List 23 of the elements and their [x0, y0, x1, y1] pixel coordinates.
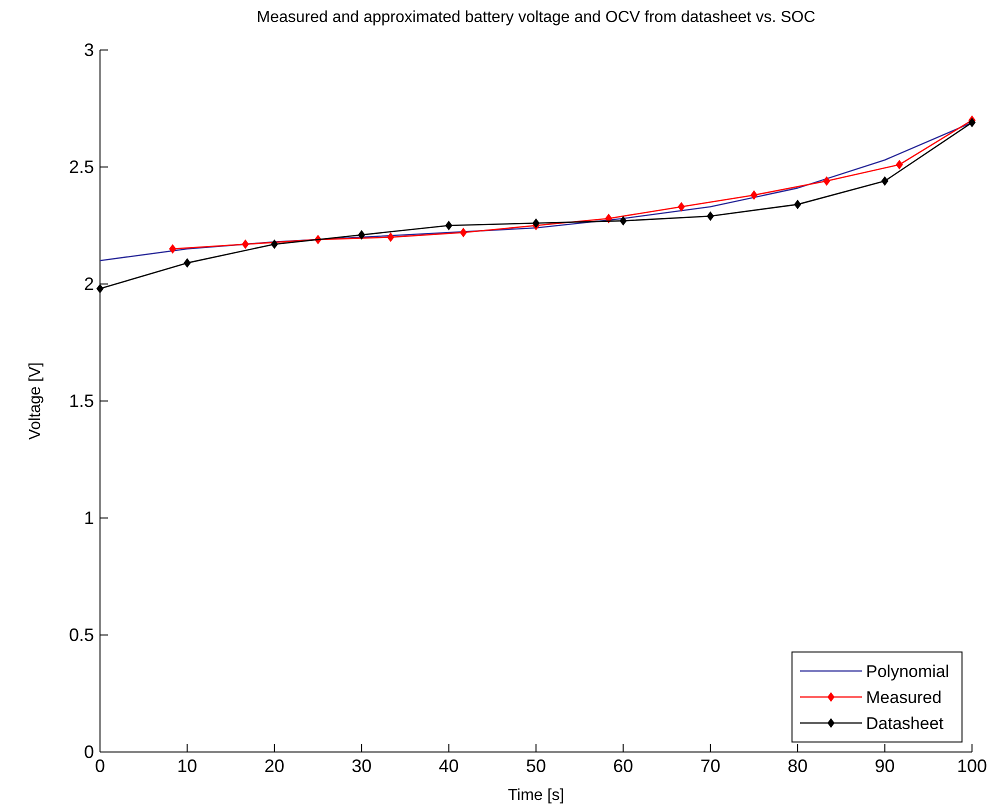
- chart-title: Measured and approximated battery voltage and OCV from datasheet vs. SOC: [256, 9, 816, 26]
- x-tick-label: 60: [613, 756, 634, 776]
- y-tick-label: 1: [84, 508, 94, 528]
- y-axis-title: Voltage [V]: [27, 362, 44, 440]
- legend-label: Datasheet: [866, 714, 944, 733]
- y-tick-label: 0: [84, 742, 94, 762]
- y-tick-label: 0.5: [68, 625, 94, 645]
- x-tick-label: 70: [700, 756, 720, 776]
- x-tick-label: 10: [177, 756, 198, 776]
- legend-label: Measured: [866, 688, 942, 707]
- x-tick-label: 90: [874, 756, 895, 776]
- x-axis-title: Time [s]: [508, 787, 564, 804]
- x-tick-label: 100: [956, 756, 988, 776]
- x-tick-label: 30: [352, 756, 372, 776]
- y-tick-label: 3: [84, 40, 94, 60]
- y-tick-label: 2: [84, 274, 94, 294]
- y-tick-label: 1.5: [68, 391, 94, 411]
- y-tick-label: 2.5: [68, 157, 94, 177]
- x-tick-label: 80: [788, 756, 808, 776]
- x-tick-label: 40: [438, 756, 459, 776]
- x-tick-label: 50: [526, 756, 546, 776]
- legend-label: Polynomial: [866, 662, 950, 681]
- x-tick-label: 20: [264, 756, 284, 776]
